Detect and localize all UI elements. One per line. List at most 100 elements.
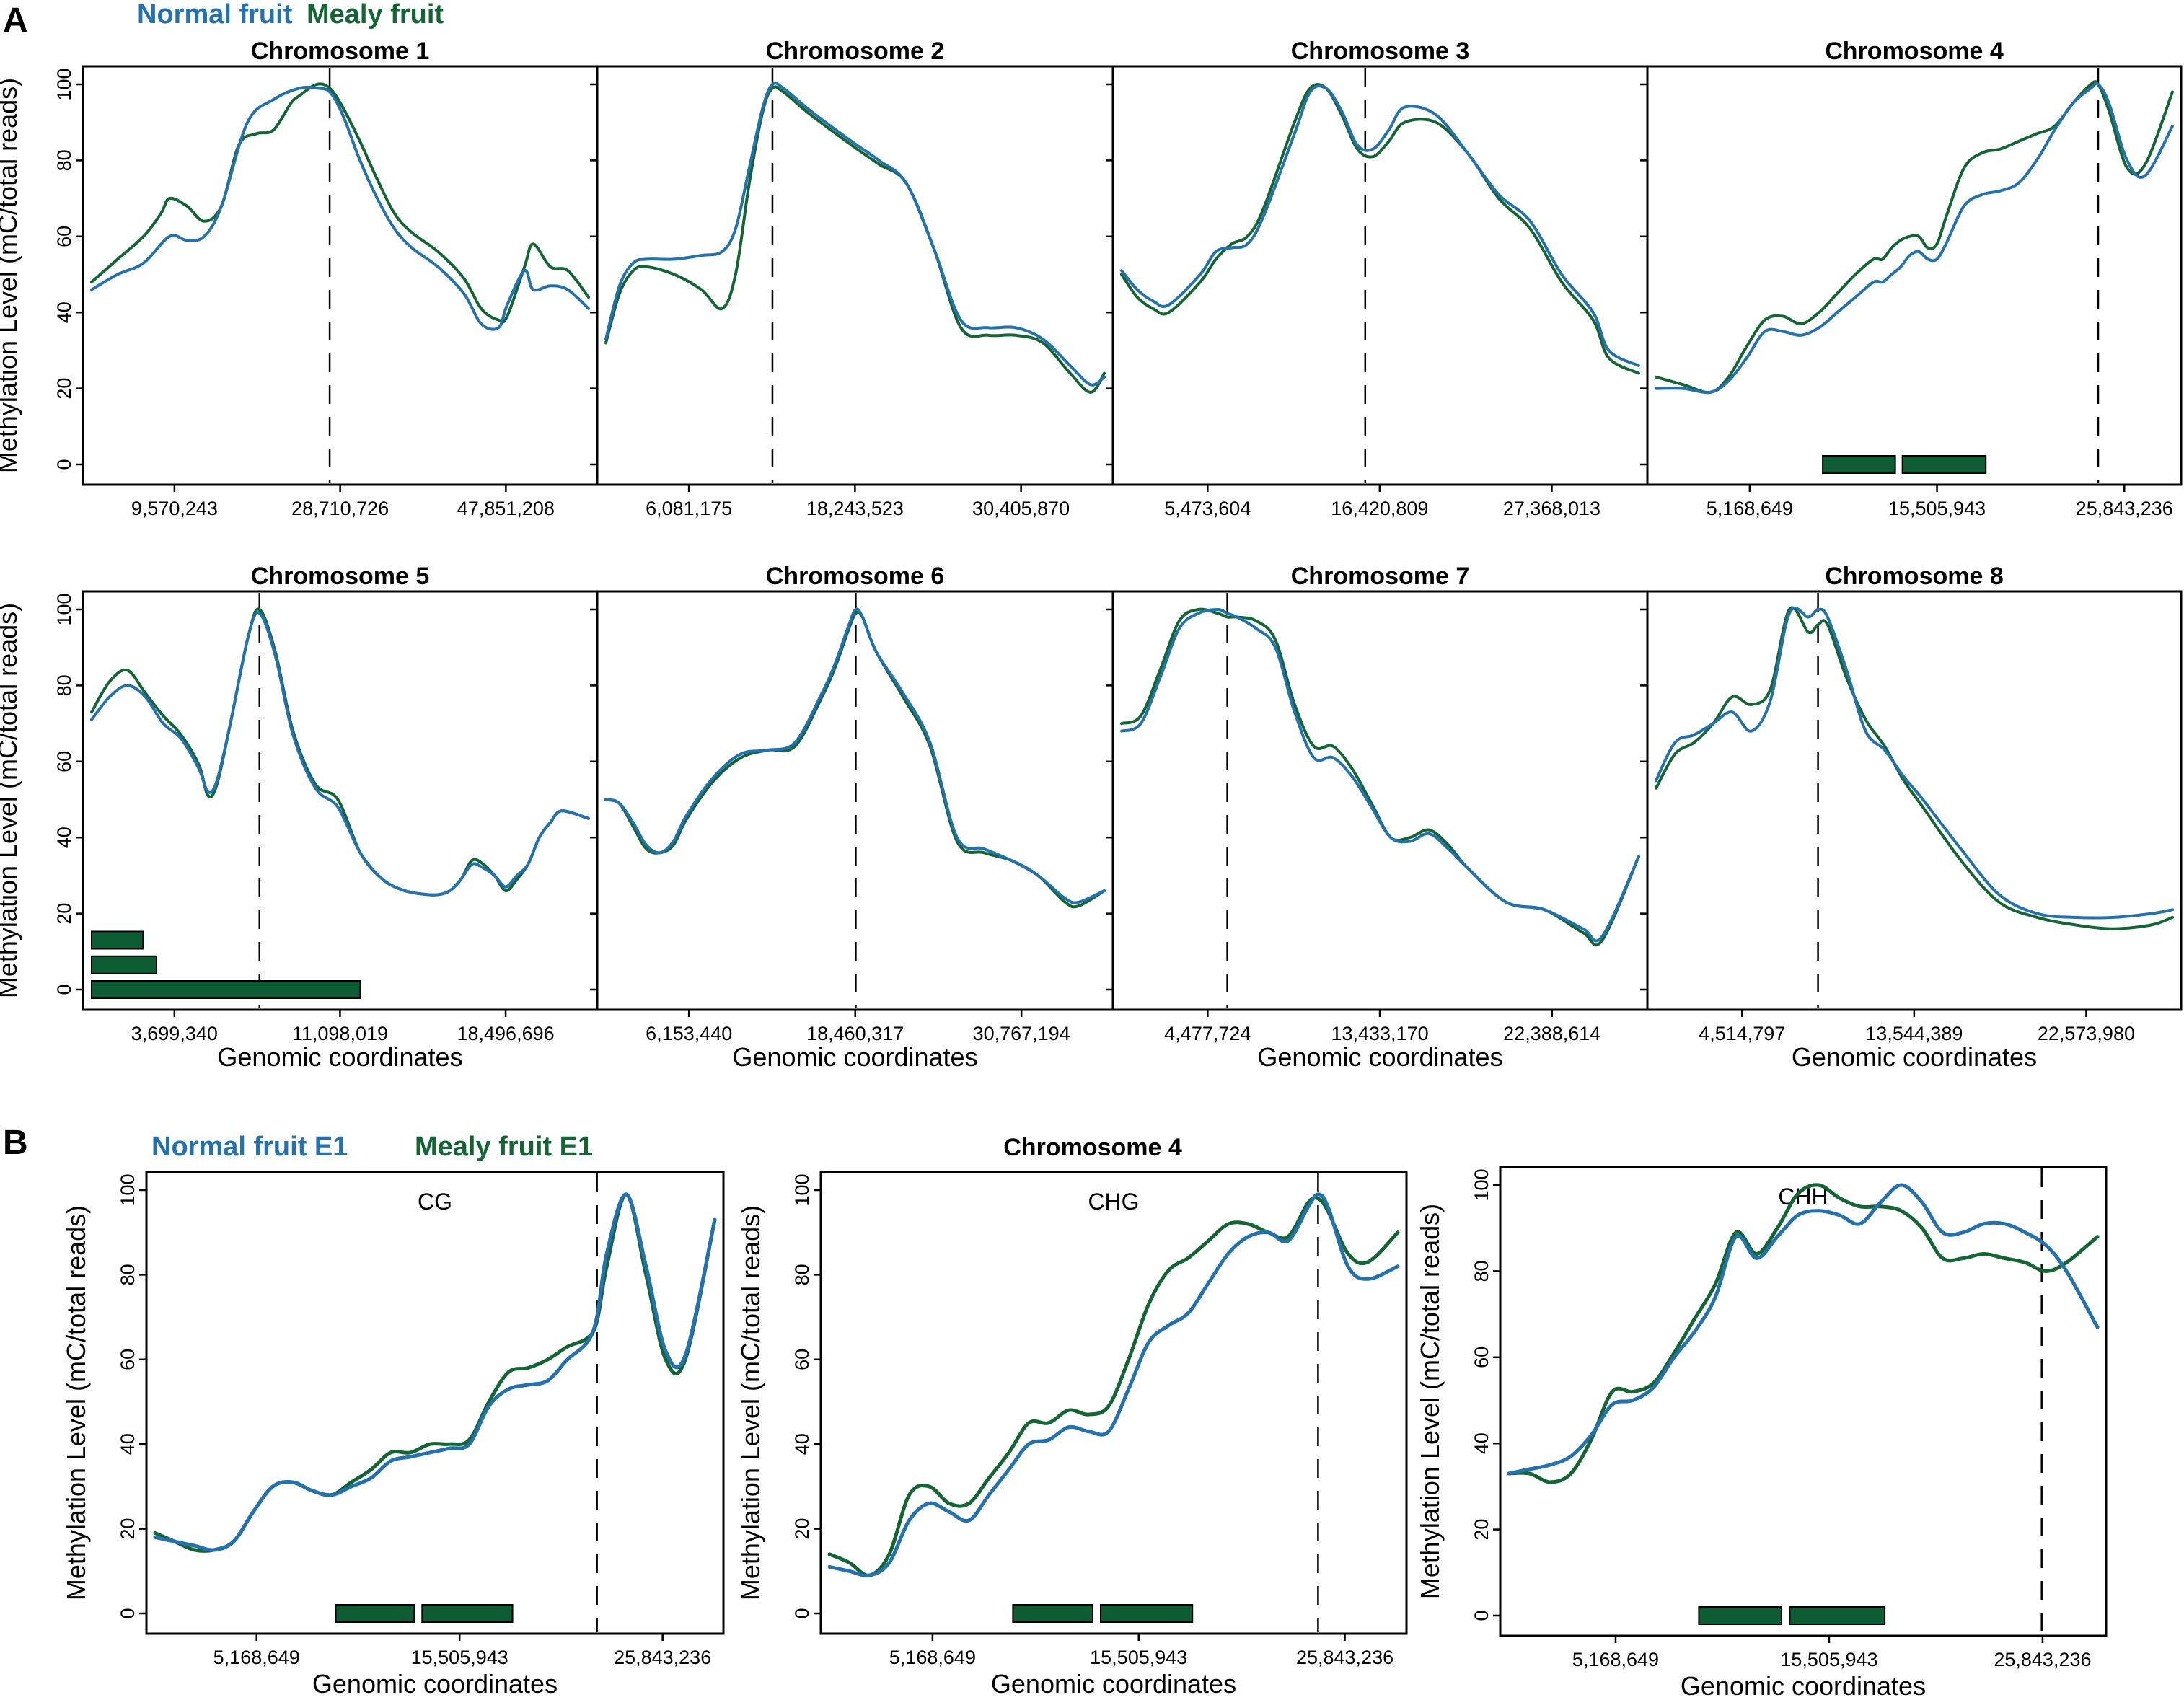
x-tick-label: 13,544,389	[1865, 1023, 1963, 1044]
y-tick-label: 20	[1471, 1519, 1492, 1541]
plot-frame	[1111, 590, 1649, 1011]
y-tick-label: 60	[791, 1349, 813, 1370]
x-tick-label: 18,460,317	[806, 1023, 904, 1044]
series-line-mealy	[1655, 80, 2174, 395]
y-tick-label: 0	[53, 459, 75, 470]
x-tick-label: 5,168,649	[1707, 498, 1793, 519]
chart-title: Chromosome 3	[1291, 38, 1470, 65]
series-line-normal	[90, 611, 590, 897]
y-tick-label: 80	[53, 674, 75, 696]
series-line-normal	[604, 82, 1106, 387]
region-bar	[421, 1604, 514, 1623]
y-tick-label: 100	[53, 593, 75, 625]
x-tick-label: 22,388,614	[1503, 1023, 1600, 1044]
x-tick-label: 16,420,809	[1331, 498, 1428, 519]
y-tick-label: 60	[117, 1349, 138, 1370]
legend-b-normal: Normal fruit E1	[151, 1132, 348, 1162]
y-tick-label: 100	[53, 68, 75, 100]
x-tick-label: 6,081,175	[646, 498, 732, 519]
x-tick-label: 27,368,013	[1503, 498, 1600, 519]
y-tick-label: 80	[117, 1264, 138, 1285]
x-tick-label: 5,168,649	[213, 1647, 300, 1668]
series-line-mealy	[90, 82, 590, 324]
series-line-mealy	[1120, 83, 1640, 375]
chart-3: Chromosome 3 5,473,604 16,420,809 27,368,01…	[1106, 38, 1649, 519]
chart-title: Chromosome 6	[766, 563, 945, 590]
y-tick-label: 20	[53, 903, 75, 925]
series-line-mealy	[1655, 606, 2174, 930]
x-tick-label: 15,505,943	[411, 1647, 508, 1668]
x-tick-label: 15,505,943	[1090, 1647, 1187, 1668]
plot-frame	[145, 1171, 725, 1635]
series-line-normal	[827, 1192, 1400, 1578]
y-tick-label: 60	[53, 226, 75, 247]
region-bar	[1012, 1604, 1093, 1623]
y-tick-label: 0	[53, 984, 75, 995]
region-bar	[91, 980, 361, 999]
x-tick-label: 15,505,943	[1888, 498, 1986, 519]
chart-title: Chromosome 4	[1825, 38, 2004, 65]
y-tick-label: 100	[791, 1173, 813, 1206]
series-line-normal	[90, 85, 590, 331]
y-axis-label: Methylation Level (mC/total reads)	[736, 1205, 765, 1600]
x-tick-label: 22,573,980	[2038, 1023, 2135, 1044]
legend-a-normal: Normal fruit	[137, 0, 293, 30]
region-bar	[335, 1604, 415, 1623]
x-tick-label: 5,168,649	[889, 1647, 976, 1668]
charts-layer: Chromosome 1 0 20 40 60 80 100 Methylation Leve…	[0, 38, 2183, 1700]
y-tick-label: 80	[791, 1264, 813, 1285]
series-line-normal	[1507, 1183, 2100, 1476]
plot-frame	[1111, 65, 1649, 486]
region-bar	[1901, 455, 1987, 474]
y-tick-label: 20	[791, 1518, 813, 1540]
x-axis-label: Genomic coordinates	[991, 1669, 1236, 1699]
y-tick-label: 40	[791, 1433, 813, 1455]
x-tick-label: 9,570,243	[131, 498, 218, 519]
series-line-normal	[604, 607, 1106, 904]
y-tick-label: 20	[53, 378, 75, 400]
x-tick-label: 5,168,649	[1572, 1649, 1659, 1670]
panel-b-label: B	[3, 1124, 28, 1162]
series-line-normal	[153, 1192, 717, 1552]
region-bar	[1822, 455, 1896, 474]
chart-4: Chromosome 4 5,168,649 15,505,943 25,843,23…	[1640, 38, 2183, 519]
y-tick-label: 60	[53, 751, 75, 772]
x-tick-label: 11,098,019	[292, 1023, 388, 1044]
x-tick-label: 28,710,726	[291, 498, 389, 519]
plot-frame	[1646, 65, 2183, 486]
x-tick-label: 3,699,340	[131, 1023, 218, 1044]
chart-title: Chromosome 1	[251, 38, 430, 65]
chart-8: Chromosome 8 4,514,797 13,544,389 22,573,98…	[1640, 563, 2183, 1072]
series-line-normal	[1120, 84, 1640, 367]
x-tick-label: 47,851,208	[457, 498, 555, 519]
panel-b-title: Chromosome 4	[1003, 1134, 1182, 1161]
y-tick-label: 100	[117, 1173, 138, 1206]
region-bar	[91, 930, 144, 950]
chart-title: Chromosome 8	[1825, 563, 2004, 590]
x-tick-label: 13,433,170	[1331, 1023, 1428, 1044]
x-axis-label: Genomic coordinates	[732, 1042, 977, 1072]
x-axis-label: Genomic coordinates	[1681, 1671, 1926, 1700]
chart-5: Chromosome 5 0 20 40 60 80 100 Methylation Leve…	[0, 563, 599, 1072]
y-axis-label: Methylation Level (mC/total reads)	[0, 603, 22, 998]
x-axis-label: Genomic coordinates	[1792, 1042, 2037, 1072]
y-tick-label: 40	[53, 301, 75, 323]
series-line-normal	[1120, 608, 1640, 943]
x-tick-label: 30,767,194	[973, 1023, 1070, 1044]
y-axis-label: Methylation Level (mC/total reads)	[1415, 1204, 1445, 1599]
x-tick-label: 25,843,236	[1994, 1649, 2091, 1670]
chart-9: CG 0 20 40 60 80 100 Methylation Level (mC/tota…	[61, 1171, 725, 1699]
plot-frame	[1646, 590, 2183, 1011]
x-tick-label: 4,514,797	[1699, 1023, 1785, 1044]
y-tick-label: 80	[1471, 1260, 1492, 1282]
plot-frame	[819, 1171, 1408, 1635]
context-label: CG	[418, 1189, 452, 1215]
series-line-mealy	[1120, 607, 1640, 947]
series-line-mealy	[1507, 1183, 2100, 1484]
x-tick-label: 18,243,523	[806, 498, 904, 519]
series-line-mealy	[90, 607, 590, 897]
x-tick-label: 25,843,236	[614, 1647, 711, 1668]
x-tick-label: 5,473,604	[1164, 498, 1251, 519]
x-tick-label: 25,843,236	[2076, 498, 2173, 519]
